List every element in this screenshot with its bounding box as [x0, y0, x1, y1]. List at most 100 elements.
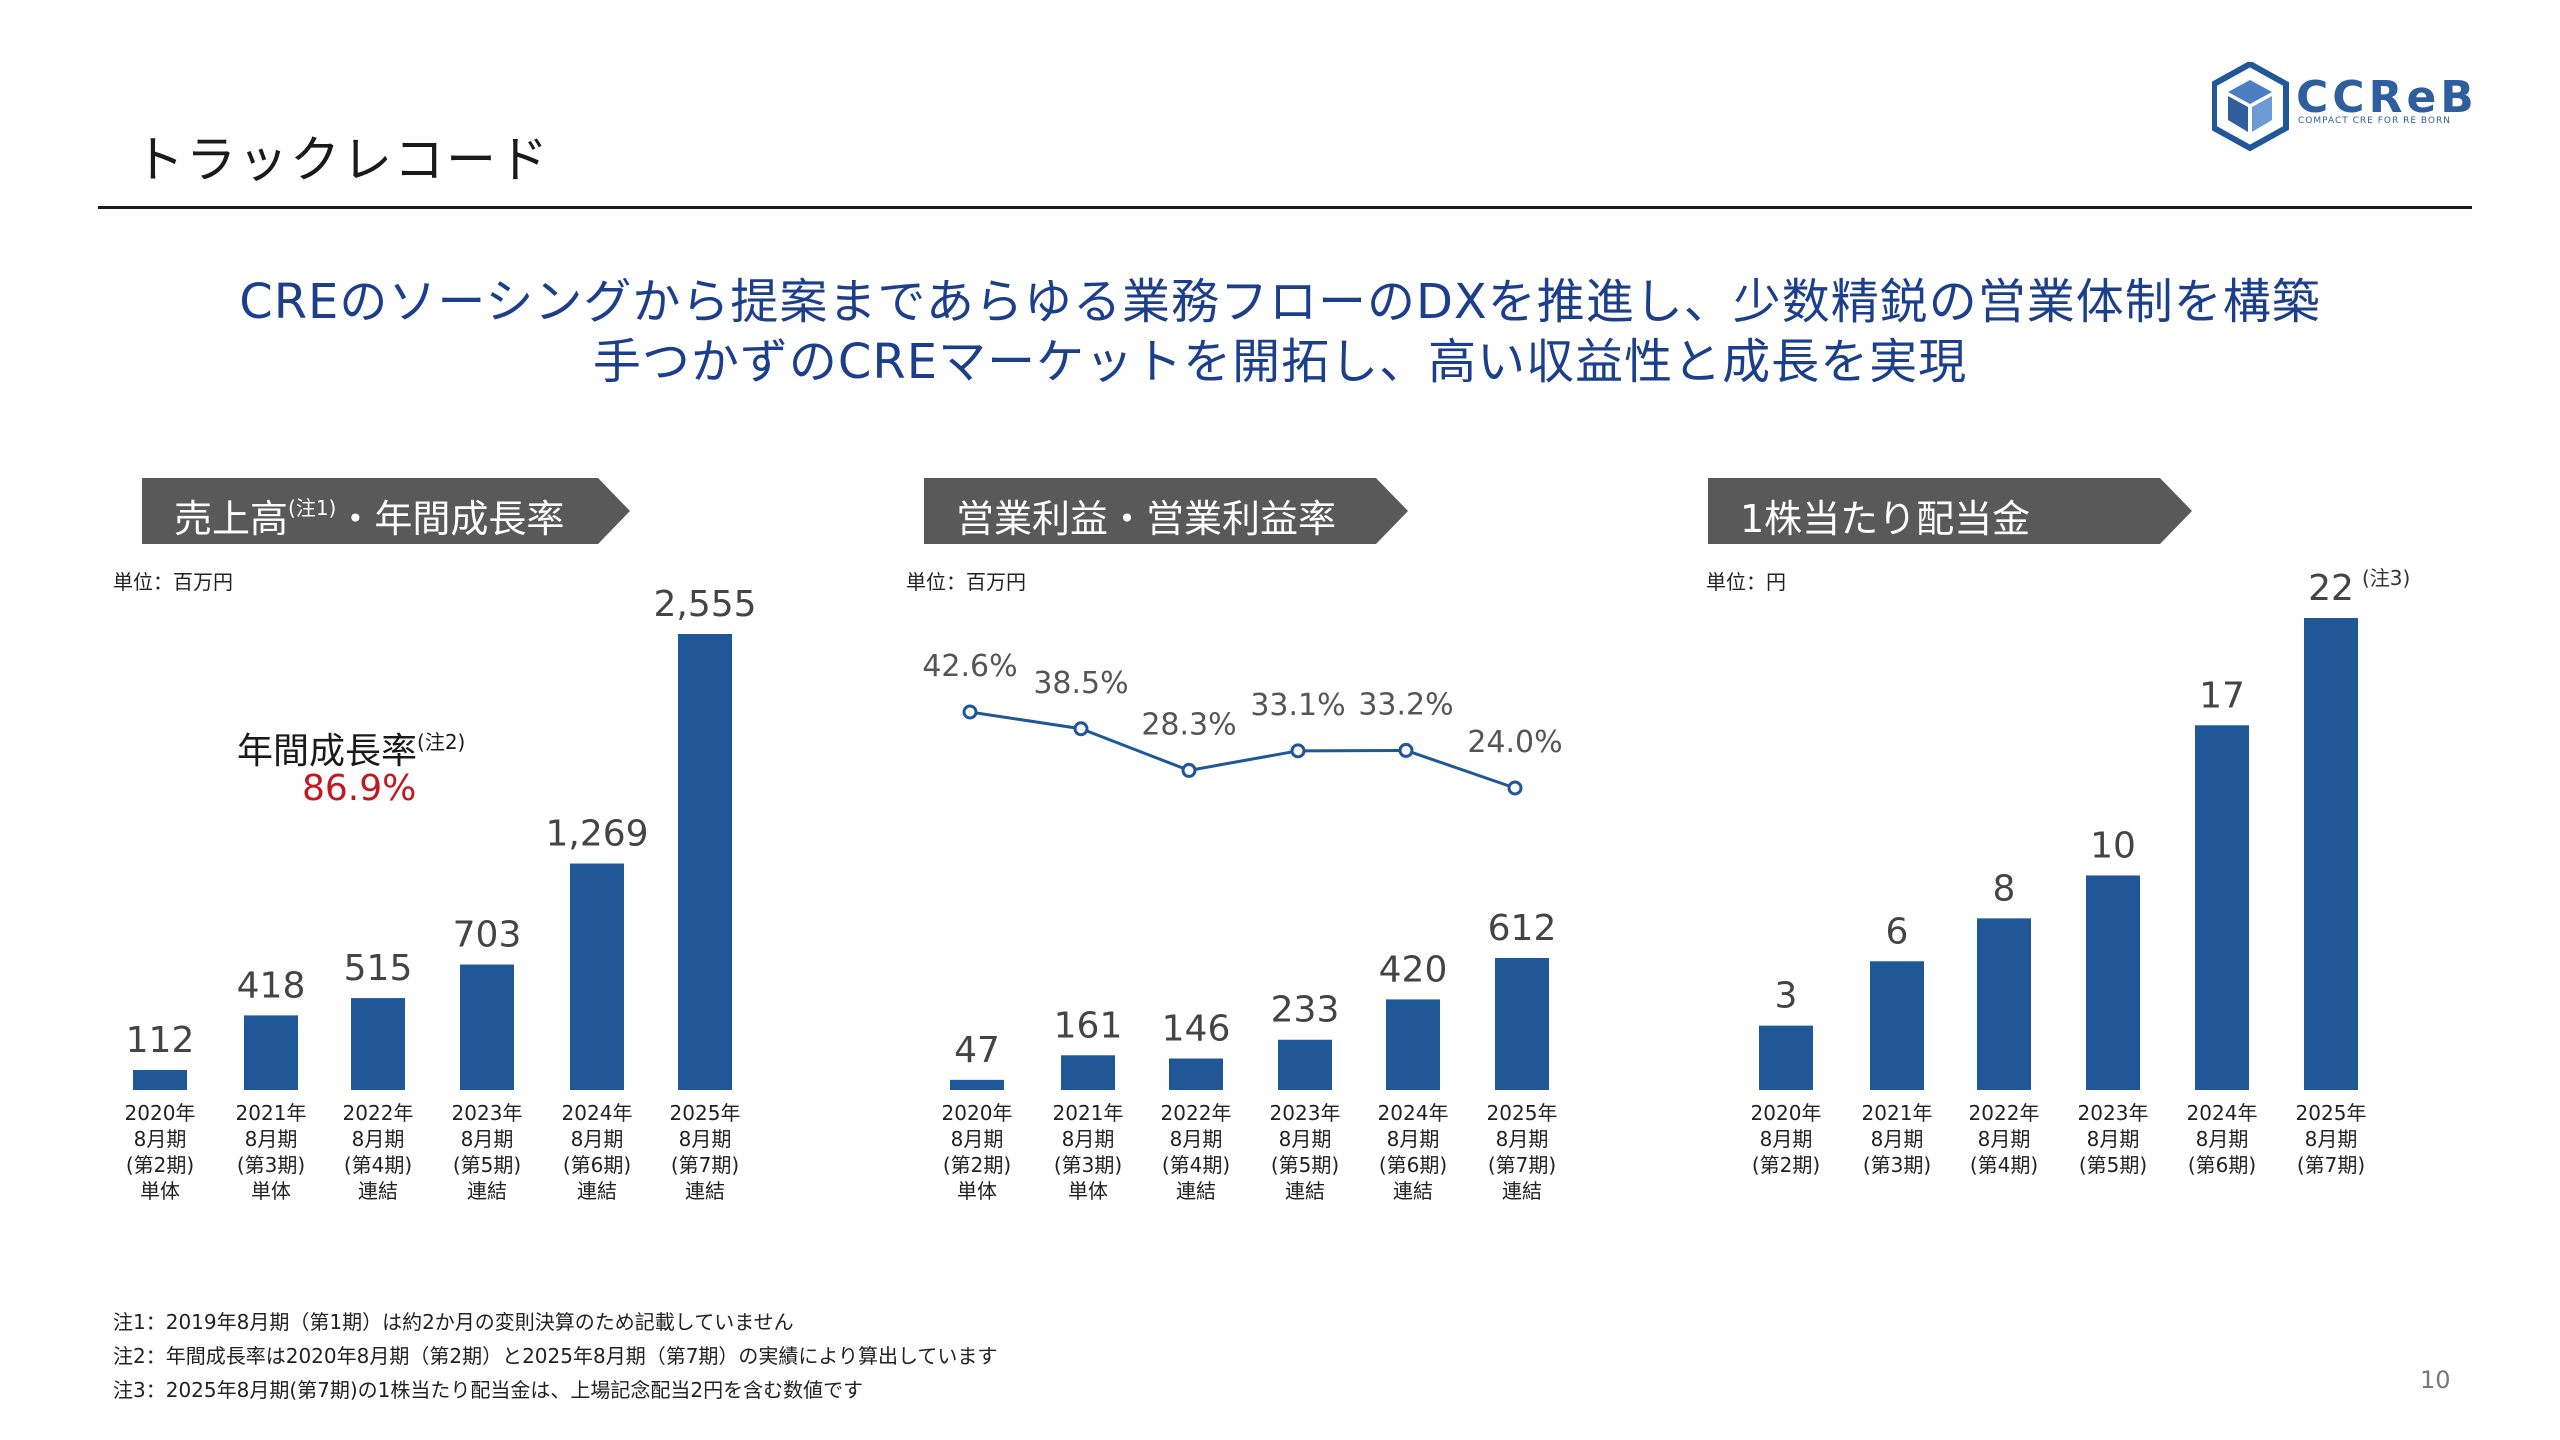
- bar: [1759, 1025, 1813, 1090]
- category-label: (第6期): [1379, 1153, 1447, 1177]
- category-label: 8月期: [1978, 1127, 2031, 1151]
- bar-value-label: 1,269: [545, 814, 648, 855]
- margin-label: 33.1%: [1250, 688, 1345, 723]
- growth-note-mark: (注2): [417, 730, 466, 754]
- bar: [1278, 1039, 1332, 1090]
- headline-line-2: 手つかずのCREマーケットを開拓し、高い収益性と成長を実現: [592, 334, 1968, 390]
- category-label: 2021年: [1862, 1101, 1933, 1125]
- margin-label: 33.2%: [1358, 687, 1453, 722]
- bar-value-label: 10: [2090, 825, 2136, 866]
- revenue-unit: 単位：百万円: [113, 570, 233, 594]
- category-label: 連結: [1176, 1179, 1216, 1203]
- category-label: 単体: [957, 1179, 997, 1203]
- category-label: (第3期): [1863, 1153, 1931, 1177]
- bar-value-label: 418: [237, 965, 306, 1006]
- revenue-note-mark: (注1): [288, 496, 337, 520]
- category-label: 2020年: [1751, 1101, 1822, 1125]
- operating-unit: 単位：百万円: [906, 570, 1026, 594]
- category-label: (第7期): [2297, 1153, 2365, 1177]
- bar: [460, 964, 514, 1090]
- margin-label: 42.6%: [922, 649, 1017, 684]
- bar-value-label: 8: [1993, 868, 2016, 909]
- logo-tagline: COMPACT CRE FOR RE BORN: [2298, 116, 2451, 126]
- bar: [244, 1015, 298, 1090]
- category-label: (第2期): [943, 1153, 1011, 1177]
- bar: [570, 863, 624, 1090]
- category-label: 2020年: [942, 1101, 1013, 1125]
- bar-value-label: 112: [126, 1020, 195, 1061]
- bar: [2304, 618, 2358, 1090]
- category-label: (第5期): [2079, 1153, 2147, 1177]
- banner-arrow-shape: [924, 478, 1408, 544]
- category-label: 8月期: [1279, 1127, 1332, 1151]
- margin-point: [1398, 742, 1414, 758]
- operating-banner: 営業利益・営業利益率: [924, 478, 1408, 544]
- category-label: 8月期: [1387, 1127, 1440, 1151]
- dividend-note-mark: (注3): [2362, 566, 2411, 590]
- bar: [1495, 958, 1549, 1090]
- category-label: 単体: [140, 1179, 180, 1203]
- category-label: 8月期: [679, 1127, 732, 1151]
- category-label: 連結: [577, 1179, 617, 1203]
- category-label: 2024年: [562, 1101, 633, 1125]
- category-label: 2024年: [2187, 1101, 2258, 1125]
- category-label: (第4期): [1162, 1153, 1230, 1177]
- bar-value-label: 22: [2308, 568, 2354, 609]
- bar-value-label: 515: [344, 948, 413, 989]
- category-label: 連結: [467, 1179, 507, 1203]
- category-label: 2023年: [452, 1101, 523, 1125]
- title-divider: [98, 206, 2472, 209]
- category-label: (第6期): [563, 1153, 631, 1177]
- category-label: (第5期): [453, 1153, 521, 1177]
- category-label: 2024年: [1378, 1101, 1449, 1125]
- category-label: (第2期): [1752, 1153, 1820, 1177]
- category-label: 8月期: [461, 1127, 514, 1151]
- margin-point: [962, 704, 978, 720]
- category-label: 2022年: [1161, 1101, 1232, 1125]
- bar: [1169, 1058, 1223, 1090]
- bar: [133, 1070, 187, 1090]
- logo-wordmark: CCReB: [2296, 72, 2478, 123]
- category-label: 2022年: [1969, 1101, 2040, 1125]
- category-label: (第4期): [344, 1153, 412, 1177]
- category-label: 8月期: [1170, 1127, 1223, 1151]
- dividend-banner-label: 1株当たり配当金: [1740, 497, 2031, 541]
- dividend-unit: 単位：円: [1706, 570, 1786, 594]
- bar-value-label: 161: [1054, 1005, 1123, 1046]
- category-label: 8月期: [2196, 1127, 2249, 1151]
- cube-logo-icon: [2212, 62, 2289, 152]
- bar-value-label: 6: [1886, 911, 1909, 952]
- page-number: 10: [2420, 1366, 2451, 1394]
- category-label: (第7期): [671, 1153, 739, 1177]
- category-label: 連結: [358, 1179, 398, 1203]
- margin-point: [1181, 762, 1197, 778]
- company-logo: [2212, 62, 2289, 152]
- revenue-banner-rest: ・年間成長率: [336, 497, 565, 541]
- banner-arrow-shape: [1708, 478, 2192, 544]
- category-label: 8月期: [1871, 1127, 1924, 1151]
- margin-label: 38.5%: [1033, 666, 1128, 701]
- category-label: (第4期): [1970, 1153, 2038, 1177]
- category-label: 8月期: [2305, 1127, 2358, 1151]
- category-label: 連結: [1393, 1179, 1433, 1203]
- bar-value-label: 420: [1379, 949, 1448, 990]
- category-label: 2023年: [2078, 1101, 2149, 1125]
- margin-label: 28.3%: [1141, 707, 1236, 742]
- bar: [678, 634, 732, 1090]
- bar: [1870, 961, 1924, 1090]
- category-label: 8月期: [134, 1127, 187, 1151]
- bar: [950, 1079, 1004, 1090]
- bar-value-label: 703: [453, 915, 522, 956]
- category-label: 2025年: [2296, 1101, 2367, 1125]
- category-label: (第5期): [1271, 1153, 1339, 1177]
- bar: [1061, 1055, 1115, 1090]
- bar-value-label: 2,555: [653, 584, 756, 625]
- category-label: 8月期: [245, 1127, 298, 1151]
- bar: [351, 998, 405, 1090]
- category-label: 連結: [1502, 1179, 1542, 1203]
- bar-value-label: 233: [1271, 990, 1340, 1031]
- category-label: 8月期: [1062, 1127, 1115, 1151]
- category-label: 2023年: [1270, 1101, 1341, 1125]
- category-label: (第3期): [1054, 1153, 1122, 1177]
- category-label: 8月期: [1760, 1127, 1813, 1151]
